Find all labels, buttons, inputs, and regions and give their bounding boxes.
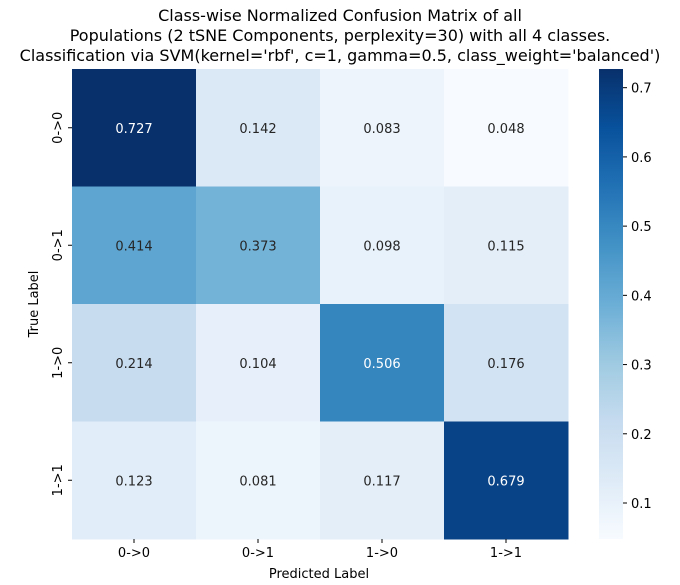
cell-value-label: 0.081	[239, 474, 276, 489]
chart-title: Class-wise Normalized Confusion Matrix o…	[20, 6, 661, 66]
colorbar-tick-label: 0.6	[631, 151, 652, 166]
chart-title-line: Class-wise Normalized Confusion Matrix o…	[158, 6, 522, 25]
heatmap-cell	[196, 421, 321, 540]
cell-value-label: 0.048	[487, 122, 524, 137]
cell-value-label: 0.373	[239, 239, 276, 254]
cell-value-label: 0.083	[363, 122, 400, 137]
heatmap-cell	[444, 304, 569, 422]
cell-value-label: 0.115	[487, 239, 524, 254]
cell-value-label: 0.104	[239, 357, 276, 372]
x-axis-label: Predicted Label	[269, 567, 369, 582]
heatmap-cell	[72, 69, 197, 187]
cell-value-label: 0.414	[115, 239, 152, 254]
colorbar-tick-label: 0.7	[631, 82, 652, 97]
heatmap-cells: 0.727 0.142 0.083 0.048 0.414 0.373 0.098 0.115…	[72, 69, 569, 540]
y-tick-label: 1->0	[51, 347, 66, 379]
x-tick-label: 1->0	[366, 546, 398, 561]
y-axis-label: True Label	[27, 271, 42, 339]
cell-value-label: 0.506	[363, 357, 400, 372]
heatmap-cell	[72, 186, 197, 305]
colorbar-tick-label: 0.3	[631, 359, 652, 374]
y-tick-label: 0->0	[51, 112, 66, 144]
heatmap-cell	[72, 421, 197, 540]
y-tick-label: 0->1	[51, 229, 66, 261]
heatmap-cell	[444, 421, 569, 540]
heatmap-cell	[72, 304, 197, 422]
heatmap-cell	[196, 186, 321, 305]
cell-value-label: 0.123	[115, 474, 152, 489]
heatmap-cell	[320, 69, 445, 187]
colorbar-tick-label: 0.5	[631, 220, 652, 235]
x-tick-label: 0->0	[118, 546, 150, 561]
colorbar: 0.1 0.2 0.3 0.4 0.5 0.6 0.7	[599, 69, 652, 539]
heatmap-cell	[320, 186, 445, 305]
chart-title-line: Classification via SVM(kernel='rbf', c=1…	[20, 46, 661, 66]
x-tick-label: 1->1	[490, 546, 522, 561]
heatmap-cell	[196, 304, 321, 422]
cell-value-label: 0.098	[363, 239, 400, 254]
colorbar-tick-label: 0.1	[631, 497, 652, 512]
cell-value-label: 0.727	[115, 122, 152, 137]
colorbar-tick-label: 0.4	[631, 289, 652, 304]
x-axis-ticks: 0->0 0->1 1->0 1->1	[118, 539, 522, 561]
heatmap-cell	[444, 69, 569, 187]
heatmap-cell	[320, 304, 445, 422]
heatmap-cell	[320, 421, 445, 540]
cell-value-label: 0.679	[487, 474, 524, 489]
colorbar-tick-label: 0.2	[631, 428, 652, 443]
y-tick-label: 1->1	[51, 464, 66, 496]
heatmap-cell	[444, 186, 569, 305]
x-tick-label: 0->1	[242, 546, 274, 561]
cell-value-label: 0.176	[487, 357, 524, 372]
chart-title-line: Populations (2 tSNE Components, perplexi…	[70, 26, 611, 45]
cell-value-label: 0.214	[115, 357, 152, 372]
cell-value-label: 0.117	[363, 474, 400, 489]
cell-value-label: 0.142	[239, 122, 276, 137]
y-axis-ticks: 0->0 0->1 1->0 1->1	[51, 112, 72, 496]
colorbar-gradient	[599, 69, 623, 539]
heatmap-cell	[196, 69, 321, 187]
